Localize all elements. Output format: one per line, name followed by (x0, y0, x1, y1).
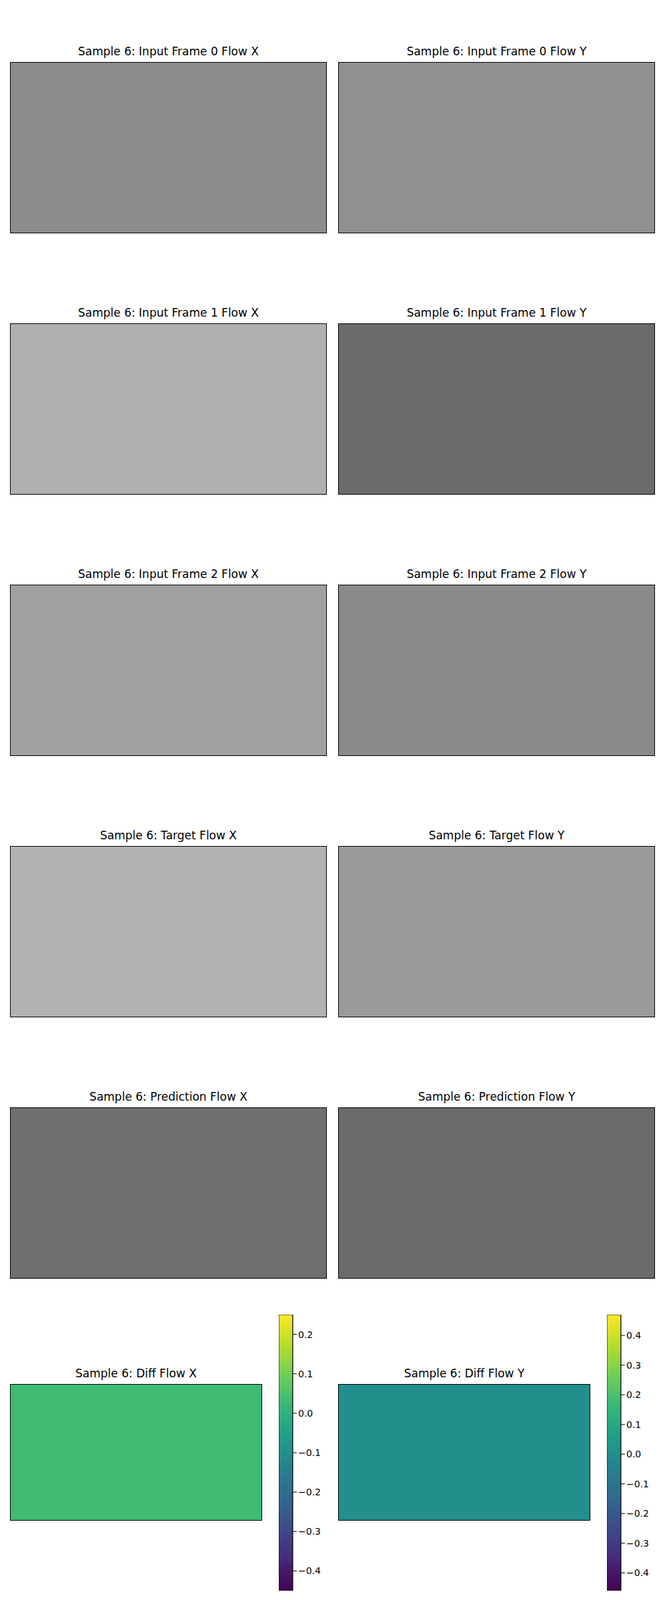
svg-text:−0.1: −0.1 (626, 1479, 649, 1491)
svg-text:0.1: 0.1 (626, 1420, 641, 1431)
html-text:Sample 6: Prediction Flow Y: Sample 6: Prediction Flow Y (418, 1090, 576, 1104)
svg-text:−0.4: −0.4 (298, 1566, 321, 1577)
html-text:Sample 6: Diff Flow Y: Sample 6: Diff Flow Y (404, 1367, 525, 1381)
html-text:Sample 6: Target Flow X: Sample 6: Target Flow X (100, 829, 237, 843)
svg-text:0.0: 0.0 (626, 1449, 641, 1461)
html-text:Sample 6: Input Frame 1 Flow X: Sample 6: Input Frame 1 Flow X (78, 306, 259, 320)
svg-text:0.0: 0.0 (298, 1408, 313, 1420)
html-text:Sample 6: Target Flow Y: Sample 6: Target Flow Y (428, 829, 565, 843)
svg-text:−0.2: −0.2 (626, 1508, 649, 1520)
html-text:Sample 6: Input Frame 0 Flow X: Sample 6: Input Frame 0 Flow X (78, 44, 259, 59)
svg-text:0.1: 0.1 (298, 1369, 313, 1381)
html-text:Sample 6: Prediction Flow X: Sample 6: Prediction Flow X (89, 1090, 248, 1104)
svg-text:−0.4: −0.4 (626, 1568, 649, 1579)
svg-text:−0.3: −0.3 (626, 1538, 649, 1550)
svg-text:0.3: 0.3 (626, 1360, 641, 1372)
svg-text:0.4: 0.4 (626, 1330, 641, 1342)
html-text:Sample 6: Input Frame 2 Flow Y: Sample 6: Input Frame 2 Flow Y (406, 567, 587, 581)
svg-text:−0.3: −0.3 (298, 1526, 321, 1538)
svg-text:−0.2: −0.2 (298, 1487, 321, 1499)
svg-text:0.2: 0.2 (626, 1390, 641, 1401)
html-text:Sample 6: Input Frame 1 Flow Y: Sample 6: Input Frame 1 Flow Y (406, 306, 587, 320)
svg-text:0.2: 0.2 (298, 1329, 313, 1341)
html-text:Sample 6: Diff Flow X: Sample 6: Diff Flow X (75, 1367, 197, 1381)
html-text:Sample 6: Input Frame 2 Flow X: Sample 6: Input Frame 2 Flow X (78, 567, 259, 581)
svg-text:−0.1: −0.1 (298, 1448, 321, 1459)
html-text:Sample 6: Input Frame 0 Flow Y: Sample 6: Input Frame 0 Flow Y (406, 44, 587, 59)
